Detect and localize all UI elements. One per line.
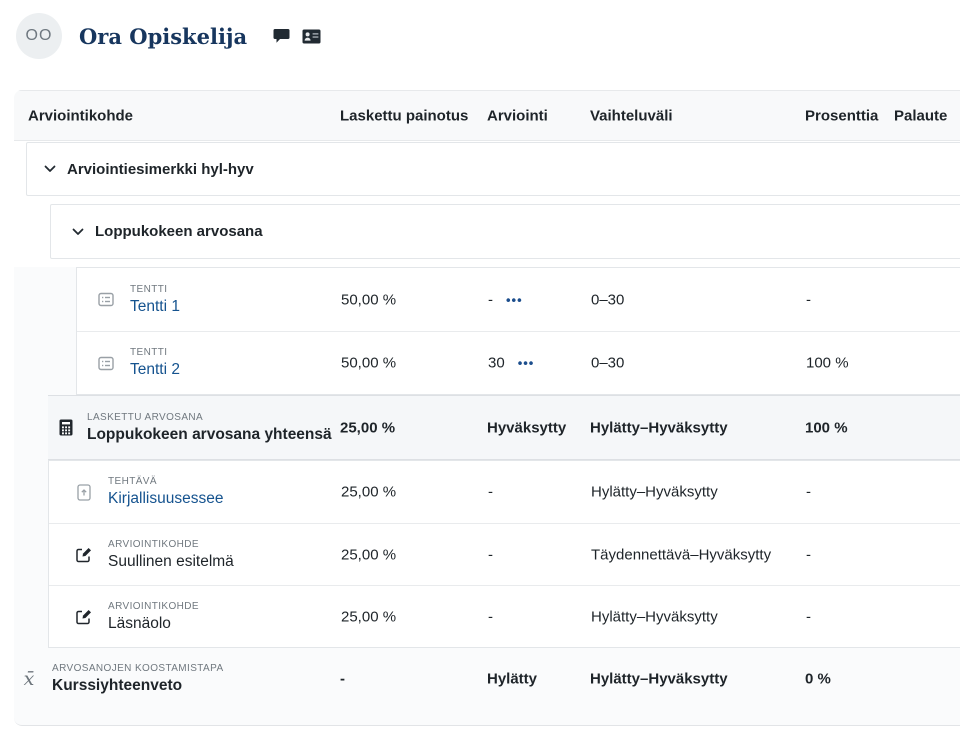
cell-weight: 50,00 %	[341, 291, 397, 308]
calculator-icon	[57, 419, 75, 436]
group-label: Loppukokeen arvosana	[95, 223, 263, 240]
item-link[interactable]: Kirjallisuusessee	[108, 490, 224, 507]
item-kind-label: TENTTI	[130, 283, 168, 295]
group-row-loppukokeen-arvosana[interactable]: Loppukokeen arvosana	[50, 204, 960, 259]
message-icon[interactable]	[273, 28, 290, 44]
mean-icon: x̄	[23, 667, 35, 690]
grade-value: 30	[488, 354, 505, 372]
group-label: Arviointiesimerkki hyl-hyv	[67, 160, 254, 178]
row-actions-menu[interactable]: •••	[517, 355, 535, 371]
cell-percent: -	[806, 483, 811, 501]
table-row-lasnaolo: ARVIOINTIKOHDE Läsnäolo 25,00 % - Hylätt…	[49, 585, 960, 647]
exam-icon	[97, 356, 115, 371]
cell-grade: Hylätty	[487, 670, 538, 688]
edit-icon	[75, 609, 93, 625]
student-name-link[interactable]: Ora Opiskelija	[79, 23, 248, 49]
table-header-row: Arviointikohde Laskettu painotus Arvioin…	[14, 90, 960, 141]
cell-percent: -	[806, 291, 811, 308]
col-header-range: Vaihteluväli	[590, 107, 673, 124]
item-kind-label: ARVIOINTIKOHDE	[108, 538, 199, 550]
assignment-icon	[75, 483, 93, 501]
table-row-kurssiyhteenveto: x̄ ARVOSANOJEN KOOSTAMISTAPA Kurssiyhtee…	[14, 648, 960, 726]
item-link[interactable]: Tentti 2	[130, 361, 180, 378]
item-name: Läsnäolo	[108, 614, 171, 632]
cell-weight: 50,00 %	[341, 354, 397, 372]
cell-grade: -	[488, 608, 493, 625]
cell-percent: -	[806, 608, 811, 625]
item-kind-label: ARVOSANOJEN KOOSTAMISTAPA	[52, 663, 224, 674]
col-header-percent: Prosenttia	[805, 107, 879, 124]
table-row-tentti-1: TENTTI Tentti 1 50,00 % - ••• 0–30 -	[77, 268, 960, 331]
table-row-kirjallisuusessee: TEHTÄVÄ Kirjallisuusessee 25,00 % - Hylä…	[49, 461, 960, 523]
cell-percent: 0 %	[805, 670, 831, 688]
item-kind-label: TENTTI	[130, 347, 168, 358]
cell-range: Hylätty–Hyväksytty	[590, 670, 728, 688]
group-row-arviointiesimerkki[interactable]: Arviointiesimerkki hyl-hyv	[26, 142, 960, 196]
grade-value: -	[488, 291, 493, 308]
exam-icon	[97, 292, 115, 307]
col-header-weight: Laskettu painotus	[340, 107, 469, 124]
item-name: Kurssiyhteenveto	[52, 677, 183, 694]
table-row-tentti-2: TENTTI Tentti 2 50,00 % 30 ••• 0–30 100 …	[77, 331, 960, 394]
row-actions-menu[interactable]: •••	[506, 292, 523, 307]
contact-card-icon[interactable]	[302, 29, 321, 44]
avatar-initials: OO	[25, 27, 53, 44]
cell-grade: Hyväksytty	[487, 419, 567, 436]
item-kind-label: TEHTÄVÄ	[108, 476, 157, 487]
cell-range: Hylätty–Hyväksytty	[591, 608, 718, 625]
cell-range: 0–30	[591, 354, 625, 372]
cell-range: Hylätty–Hyväksytty	[591, 483, 718, 501]
cell-weight: 25,00 %	[341, 483, 397, 501]
item-name: Suullinen esitelmä	[108, 552, 234, 570]
cell-percent: 100 %	[805, 419, 848, 436]
col-header-feedback: Palaute	[894, 107, 948, 124]
chevron-down-icon[interactable]	[44, 165, 56, 173]
col-header-grade: Arviointi	[487, 107, 548, 124]
chevron-down-icon[interactable]	[72, 228, 84, 236]
item-name: Loppukokeen arvosana yhteensä	[87, 425, 332, 443]
cell-weight: -	[340, 670, 345, 688]
table-row-summary-loppukoe: LASKETTU ARVOSANA Loppukokeen arvosana y…	[48, 395, 960, 460]
cell-grade: -	[488, 546, 493, 563]
cell-grade: - •••	[488, 291, 523, 308]
cell-range: Hylätty–Hyväksytty	[590, 419, 728, 436]
cell-grade: 30 •••	[488, 355, 534, 372]
avatar[interactable]: OO	[16, 13, 62, 59]
edit-icon	[75, 547, 93, 563]
cell-weight: 25,00 %	[340, 419, 396, 436]
col-header-item: Arviointikohde	[28, 107, 134, 124]
grades-table: Arviointikohde Laskettu painotus Arvioin…	[14, 90, 960, 726]
item-kind-label: ARVIOINTIKOHDE	[108, 600, 199, 612]
item-kind-label: LASKETTU ARVOSANA	[87, 411, 204, 423]
student-header: OO Ora Opiskelija	[0, 0, 960, 62]
cell-range: 0–30	[591, 291, 625, 308]
table-row-suullinen-esitelma: ARVIOINTIKOHDE Suullinen esitelmä 25,00 …	[49, 523, 960, 585]
cell-weight: 25,00 %	[341, 546, 397, 563]
item-link[interactable]: Tentti 1	[130, 297, 180, 315]
cell-weight: 25,00 %	[341, 608, 397, 625]
cell-grade: -	[488, 483, 493, 501]
cell-range: Täydennettävä–Hyväksytty	[591, 546, 772, 563]
cell-percent: 100 %	[806, 354, 849, 372]
cell-percent: -	[806, 546, 811, 563]
